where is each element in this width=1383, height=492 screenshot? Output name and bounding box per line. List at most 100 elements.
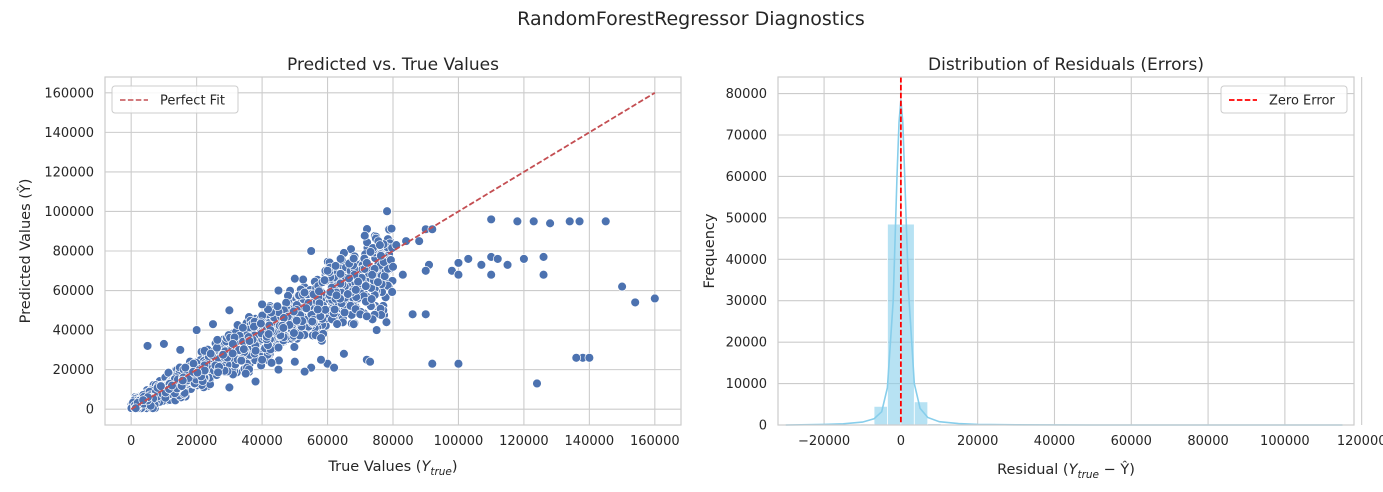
scatter-point [630,297,640,308]
scatter-point [224,382,235,393]
histogram-bars [846,223,956,426]
perfect-fit-line [130,92,656,410]
perfect-fit-line-group [130,92,656,410]
scatter-point [617,281,627,292]
scatter-point [273,285,284,296]
scatter-point [177,375,188,386]
scatter-point [331,290,342,301]
histogram-kde-curve [785,99,1343,426]
scatter-x-tick-label: 140000 [565,434,615,449]
scatter-point [263,329,274,339]
histogram-x-tick-label: 60000 [1111,434,1152,449]
scatter-points [126,206,660,413]
histogram-y-tick-label: 70000 [726,129,767,144]
scatter-point [453,258,464,268]
histogram-y-tick-label: 0 [759,419,767,434]
scatter-point [367,270,377,280]
scatter-point [528,216,539,227]
scatter-point [486,214,496,225]
scatter-point [538,269,549,280]
scatter-point [486,269,496,280]
scatter-point [339,307,350,318]
scatter-point [299,287,310,298]
scatter-point [312,304,323,315]
scatter-point [289,342,300,352]
scatter-point [373,277,383,287]
scatter-point [322,266,333,276]
scatter-x-tick-label: 0 [127,434,135,449]
scatter-point [502,260,513,270]
scatter-point [291,315,302,326]
scatter-y-label: Predicted Values (Ŷ) [16,179,34,324]
scatter-point [365,247,376,257]
scatter-point [163,367,174,378]
scatter-point [339,349,349,359]
scatter-point [273,364,284,375]
scatter-point [519,254,529,264]
scatter-point [191,325,202,335]
scatter-point [290,356,300,367]
scatter-point [359,230,370,241]
scatter-point [329,304,340,315]
scatter-point [227,348,238,359]
scatter-point [371,325,382,335]
scatter-point [476,260,487,270]
scatter-point [600,216,611,227]
scatter-point [290,273,300,284]
scatter-point [159,339,169,349]
histogram-bar [873,405,888,426]
scatter-point [650,293,660,304]
histogram-y-tick-label: 20000 [726,336,767,351]
scatter-title: Predicted vs. True Values [287,55,499,75]
scatter-x-tick-label: 20000 [176,434,217,449]
scatter-y-tick-label: 20000 [53,363,94,378]
scatter-point [362,311,372,322]
scatter-point [538,252,549,262]
histogram-y-tick-label: 50000 [726,211,767,226]
histogram-x-tick-label: 80000 [1187,434,1228,449]
scatter-point [329,362,339,373]
scatter-point [453,358,464,369]
scatter-point [365,356,375,367]
scatter-point [463,254,474,264]
scatter-point [335,254,346,264]
scatter-point [564,216,575,227]
scatter-point [571,353,582,363]
scatter-point [319,275,330,285]
scatter-y-tick-label: 0 [86,403,94,418]
scatter-point [348,253,359,264]
figure-title: RandomForestRegressor Diagnostics [517,8,865,30]
scatter-point [273,342,284,353]
scatter-point [492,254,503,264]
histogram-y-tick-label: 30000 [726,294,767,309]
scatter-point [574,216,585,227]
histogram-y-tick-label: 60000 [726,170,767,185]
scatter-point [398,269,408,280]
scatter-y-tick-label: 100000 [44,205,94,220]
scatter-point [307,316,317,327]
scatter-point [208,319,218,329]
scatter-point [388,262,398,272]
scatter-point [414,236,424,246]
scatter-point [205,348,216,359]
scatter-x-label: True Values (Ytrue) [327,459,457,478]
scatter-point [266,358,277,368]
scatter-point [240,368,251,379]
scatter-point [238,322,248,333]
scatter-point [278,323,289,333]
histogram-x-tick-label: 0 [897,434,905,449]
scatter-point [250,345,261,356]
scatter-x-tick-label: 60000 [307,434,348,449]
scatter-point [361,281,371,291]
scatter-point [316,333,326,343]
scatter-point [212,335,223,345]
scatter-point [407,309,418,320]
scatter-point [427,224,438,235]
histogram-legend-box [1220,85,1348,114]
scatter-y-tick-label: 80000 [53,245,94,260]
scatter-point [299,366,310,377]
histogram-x-tick-label: 100000 [1260,434,1310,449]
histogram-panel: Distribution of Residuals (Errors) −2000… [702,55,1383,481]
scatter-point [188,358,199,369]
scatter-point [512,216,523,227]
